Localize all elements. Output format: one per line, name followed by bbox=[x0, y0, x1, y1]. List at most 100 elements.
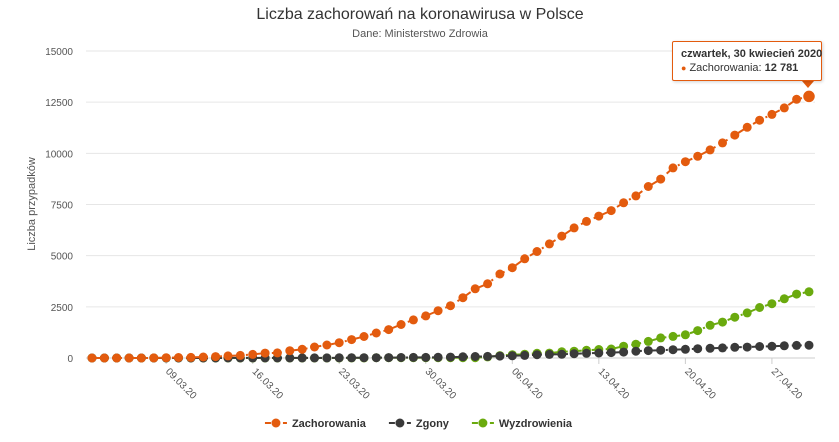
data-point[interactable] bbox=[359, 332, 369, 341]
data-point[interactable] bbox=[779, 294, 789, 304]
data-point[interactable] bbox=[520, 350, 530, 360]
data-point[interactable] bbox=[285, 346, 295, 356]
data-point[interactable] bbox=[260, 348, 270, 358]
data-point[interactable] bbox=[161, 353, 171, 363]
data-point[interactable] bbox=[384, 353, 394, 363]
data-point[interactable] bbox=[507, 351, 517, 361]
data-point[interactable] bbox=[544, 239, 554, 249]
data-point[interactable] bbox=[742, 122, 752, 132]
data-point[interactable] bbox=[495, 351, 505, 361]
data-point[interactable] bbox=[801, 89, 817, 104]
data-point[interactable] bbox=[421, 311, 431, 321]
data-point[interactable] bbox=[792, 94, 802, 104]
data-point[interactable] bbox=[532, 350, 542, 360]
data-point[interactable] bbox=[495, 269, 505, 279]
data-point[interactable] bbox=[569, 223, 579, 233]
data-point[interactable] bbox=[606, 348, 616, 358]
data-point[interactable] bbox=[668, 163, 678, 173]
data-point[interactable] bbox=[149, 353, 159, 363]
data-point[interactable] bbox=[347, 353, 357, 363]
data-point[interactable] bbox=[532, 247, 542, 256]
data-point[interactable] bbox=[656, 345, 666, 355]
data-point[interactable] bbox=[458, 293, 468, 303]
data-point[interactable] bbox=[693, 344, 703, 354]
data-point[interactable] bbox=[643, 346, 653, 356]
data-point[interactable] bbox=[322, 340, 332, 350]
data-point[interactable] bbox=[408, 352, 418, 362]
data-point[interactable] bbox=[112, 353, 122, 363]
data-point[interactable] bbox=[668, 345, 678, 355]
data-point[interactable] bbox=[408, 315, 418, 325]
data-point[interactable] bbox=[371, 328, 381, 338]
data-point[interactable] bbox=[705, 343, 715, 353]
data-point[interactable] bbox=[767, 299, 777, 309]
data-point[interactable] bbox=[557, 231, 567, 241]
data-point[interactable] bbox=[779, 341, 789, 351]
data-point[interactable] bbox=[656, 174, 666, 184]
data-point[interactable] bbox=[272, 348, 282, 358]
data-point[interactable] bbox=[211, 352, 221, 362]
data-point[interactable] bbox=[359, 353, 369, 363]
data-point[interactable] bbox=[594, 211, 604, 221]
data-point[interactable] bbox=[631, 191, 641, 201]
data-point[interactable] bbox=[371, 353, 381, 363]
data-point[interactable] bbox=[742, 342, 752, 352]
data-point[interactable] bbox=[285, 353, 295, 363]
data-point[interactable] bbox=[755, 115, 765, 125]
data-point[interactable] bbox=[384, 325, 394, 335]
data-point[interactable] bbox=[544, 349, 554, 359]
data-point[interactable] bbox=[730, 342, 740, 352]
data-point[interactable] bbox=[310, 353, 319, 363]
legend-item-zachorowania[interactable]: Zachorowania bbox=[264, 418, 367, 430]
data-point[interactable] bbox=[297, 353, 307, 363]
data-point[interactable] bbox=[779, 103, 789, 113]
data-point[interactable] bbox=[458, 352, 468, 362]
data-point[interactable] bbox=[718, 343, 727, 353]
data-point[interactable] bbox=[804, 340, 814, 350]
data-point[interactable] bbox=[248, 349, 258, 359]
data-point[interactable] bbox=[742, 308, 752, 318]
data-point[interactable] bbox=[483, 279, 493, 289]
data-point[interactable] bbox=[680, 157, 690, 167]
data-point[interactable] bbox=[347, 335, 357, 345]
data-point[interactable] bbox=[631, 346, 641, 356]
data-point[interactable] bbox=[767, 341, 777, 351]
legend-item-wyzdrowienia[interactable]: Wyzdrowienia bbox=[471, 418, 573, 430]
data-point[interactable] bbox=[470, 352, 480, 361]
data-point[interactable] bbox=[483, 351, 493, 361]
data-point[interactable] bbox=[470, 284, 480, 294]
data-point[interactable] bbox=[705, 145, 715, 155]
data-point[interactable] bbox=[619, 198, 629, 208]
data-point[interactable] bbox=[693, 151, 703, 161]
data-point[interactable] bbox=[334, 338, 344, 348]
data-point[interactable] bbox=[569, 349, 579, 359]
data-point[interactable] bbox=[668, 331, 678, 341]
data-point[interactable] bbox=[619, 347, 629, 357]
data-point[interactable] bbox=[446, 301, 455, 311]
data-point[interactable] bbox=[334, 353, 344, 363]
data-point[interactable] bbox=[755, 342, 765, 351]
data-point[interactable] bbox=[520, 254, 530, 264]
data-point[interactable] bbox=[396, 320, 406, 329]
data-point[interactable] bbox=[718, 138, 727, 148]
data-point[interactable] bbox=[174, 353, 183, 362]
data-point[interactable] bbox=[705, 320, 715, 330]
data-point[interactable] bbox=[643, 182, 653, 191]
data-point[interactable] bbox=[730, 130, 740, 140]
legend-item-zgony[interactable]: Zgony bbox=[388, 418, 450, 430]
data-point[interactable] bbox=[235, 350, 245, 360]
data-point[interactable] bbox=[433, 352, 443, 362]
data-point[interactable] bbox=[767, 109, 777, 119]
data-point[interactable] bbox=[297, 344, 307, 354]
data-point[interactable] bbox=[804, 287, 814, 297]
data-point[interactable] bbox=[99, 353, 109, 363]
data-point[interactable] bbox=[186, 352, 196, 362]
data-point[interactable] bbox=[594, 348, 604, 358]
data-point[interactable] bbox=[87, 353, 97, 363]
data-point[interactable] bbox=[680, 344, 690, 354]
data-point[interactable] bbox=[792, 289, 802, 299]
data-point[interactable] bbox=[124, 353, 134, 363]
data-point[interactable] bbox=[421, 352, 431, 362]
data-point[interactable] bbox=[136, 353, 146, 363]
data-point[interactable] bbox=[198, 352, 208, 362]
